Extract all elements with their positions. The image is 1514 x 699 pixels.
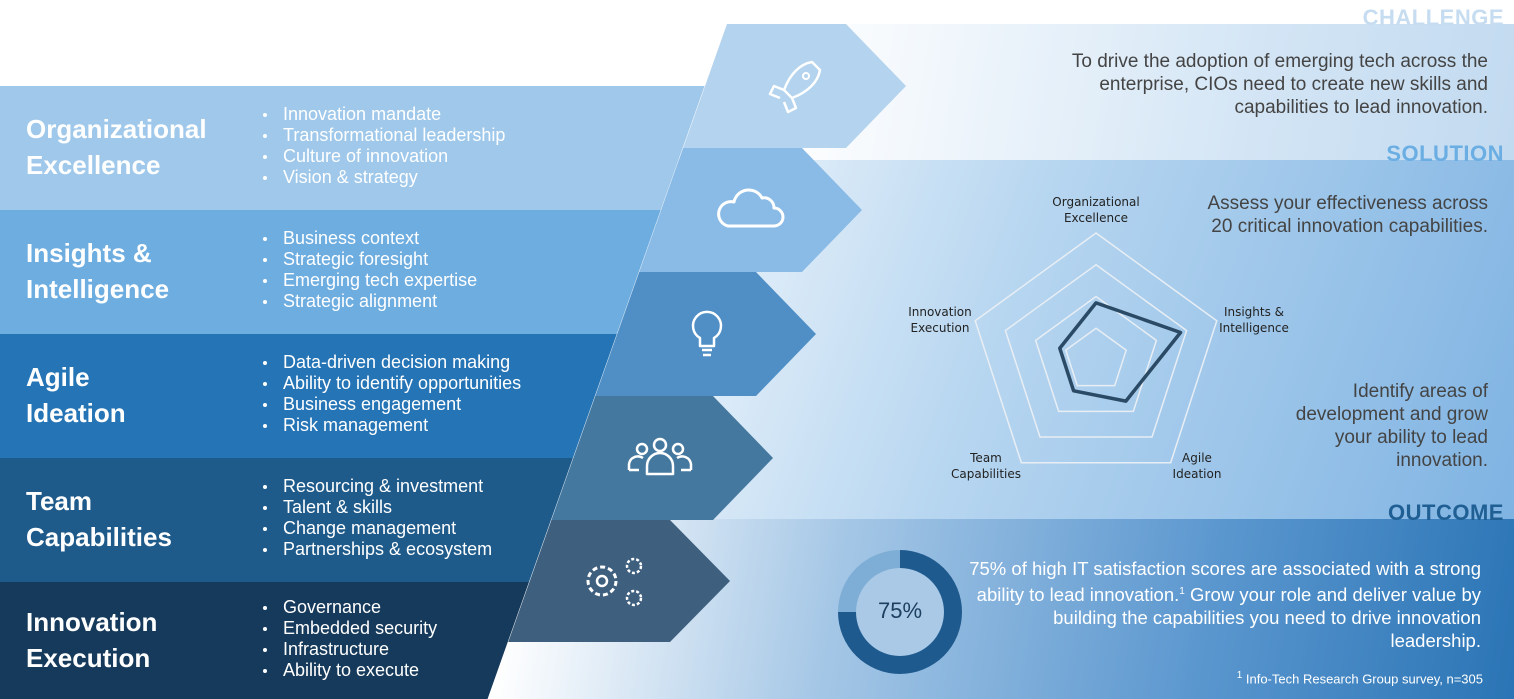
outcome-text-a: 75% of high IT satisfaction scores are a… (969, 558, 1481, 606)
capability-item: Ability to execute (262, 660, 437, 681)
donut-label: 75% (877, 598, 923, 623)
capability-item: Emerging tech expertise (262, 270, 477, 291)
radar-chart (974, 232, 1218, 464)
gears-icon (586, 557, 643, 607)
radar-ring (974, 232, 1218, 464)
lightbulb-icon (691, 310, 723, 357)
band-2 (0, 210, 661, 334)
band-4 (0, 458, 573, 582)
radar-label-team-capabilities: Team Capabilities (951, 451, 1021, 481)
capability-item: Ability to identify opportunities (262, 373, 521, 394)
band-title-line: Team (26, 486, 92, 516)
capability-item: Talent & skills (262, 497, 492, 518)
radar-ring (1034, 295, 1158, 413)
capability-item: Innovation mandate (262, 104, 505, 125)
arrow-1 (683, 24, 906, 148)
band-title: Insights & Intelligence (26, 235, 246, 307)
radar-label-insights-intelligence: Insights & Intelligence (1219, 305, 1289, 335)
radar-label-organizational-excellence: Organizational Excellence (1052, 195, 1140, 225)
capability-list: Business context Strategic foresight Emerg… (262, 228, 477, 312)
footnote-ref: 1 (1179, 586, 1185, 597)
solution-heading: SOLUTION (1386, 141, 1504, 166)
donut-chart (838, 550, 962, 674)
arrow-4 (551, 396, 773, 520)
arrow-5 (508, 520, 730, 642)
footnote-text: Info-Tech Research Group survey, n=305 (1242, 671, 1483, 687)
band-title-line: Ideation (26, 398, 126, 428)
challenge-heading: CHALLENGE (1362, 5, 1504, 30)
capability-item: Change management (262, 518, 492, 539)
band-title: Agile Ideation (26, 359, 246, 431)
band-title: Team Capabilities (26, 483, 246, 555)
radar-label-agile-ideation: Agile Ideation (1172, 451, 1222, 481)
challenge-text: To drive the adoption of emerging tech a… (1071, 51, 1488, 118)
band-title-line: Execution (26, 642, 151, 673)
band-title-line: Innovation (26, 606, 158, 637)
team-icon (627, 437, 693, 476)
footnote: 1 Info-Tech Research Group survey, n=305 (1237, 664, 1483, 690)
band-title-line: Insights & (26, 238, 152, 268)
arrow-2 (639, 148, 862, 272)
capability-item: Risk management (262, 415, 521, 436)
capability-item: Strategic foresight (262, 249, 477, 270)
band-title-line: Intelligence (26, 274, 170, 304)
solution-text-identify: Identify areas of development and grow y… (1295, 381, 1488, 471)
band-title-line: Agile (26, 362, 90, 392)
capability-list: Governance Embedded security Infrastructur… (262, 597, 437, 681)
capability-item: Business context (262, 228, 477, 249)
band-title: Organizational Excellence (26, 111, 246, 183)
arrow-3 (595, 272, 816, 396)
band-3 (0, 334, 617, 458)
capability-item: Transformational leadership (262, 125, 505, 146)
radar-series (1058, 301, 1183, 403)
donut-center (856, 568, 944, 656)
radar-ring (1064, 327, 1128, 387)
capability-list: Innovation mandate Transformational leade… (262, 104, 505, 188)
capability-item: Vision & strategy (262, 167, 505, 188)
cloud-icon (717, 188, 785, 228)
radar-ring (1004, 263, 1188, 438)
capability-item: Infrastructure (262, 639, 437, 660)
rocket-icon (768, 60, 822, 114)
donut-slice (838, 550, 900, 612)
solution-text-assess: Assess your effectiveness across 20 crit… (1207, 193, 1488, 237)
capability-item: Embedded security (262, 618, 437, 639)
band-1 (0, 86, 705, 210)
band-title-line: Organizational (26, 114, 207, 144)
capability-item: Data-driven decision making (262, 352, 521, 373)
footnote-mark: 1 (1236, 670, 1243, 681)
capability-item: Partnerships & ecosystem (262, 539, 492, 560)
outcome-text-b: Grow your role and deliver value by buil… (1053, 584, 1481, 652)
band-5 (0, 582, 529, 699)
capability-item: Governance (262, 597, 437, 618)
capability-item: Strategic alignment (262, 291, 477, 312)
outcome-heading: OUTCOME (1388, 500, 1504, 525)
capability-list: Resourcing & investment Talent & skills Ch… (262, 476, 492, 560)
band-title: Innovation Execution (26, 604, 246, 676)
band-title-line: Excellence (26, 150, 161, 180)
capability-item: Culture of innovation (262, 146, 505, 167)
radar-label-innovation-execution: Innovation Execution (908, 305, 972, 335)
band-title-line: Capabilities (26, 522, 172, 552)
capability-item: Business engagement (262, 394, 521, 415)
capability-list: Data-driven decision making Ability to id… (262, 352, 521, 436)
capability-item: Resourcing & investment (262, 476, 492, 497)
outcome-text: 75% of high IT satisfaction scores are a… (961, 557, 1481, 652)
